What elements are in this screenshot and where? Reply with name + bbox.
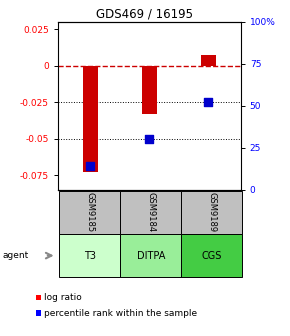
Text: agent: agent: [3, 251, 29, 260]
Text: T3: T3: [84, 251, 96, 261]
Text: DITPA: DITPA: [137, 251, 165, 261]
Text: GSM9184: GSM9184: [146, 193, 155, 233]
Bar: [83, 66, 98, 172]
Text: percentile rank within the sample: percentile rank within the sample: [44, 309, 197, 318]
Text: GSM9185: GSM9185: [85, 193, 95, 233]
Point: [206, 100, 211, 105]
Point: [88, 164, 93, 169]
Text: GSM9189: GSM9189: [207, 193, 216, 233]
Bar: [142, 66, 157, 114]
Text: log ratio: log ratio: [44, 293, 82, 302]
Text: CGS: CGS: [202, 251, 222, 261]
Point: [147, 137, 152, 142]
Bar: [201, 55, 216, 66]
Text: GDS469 / 16195: GDS469 / 16195: [97, 7, 193, 20]
